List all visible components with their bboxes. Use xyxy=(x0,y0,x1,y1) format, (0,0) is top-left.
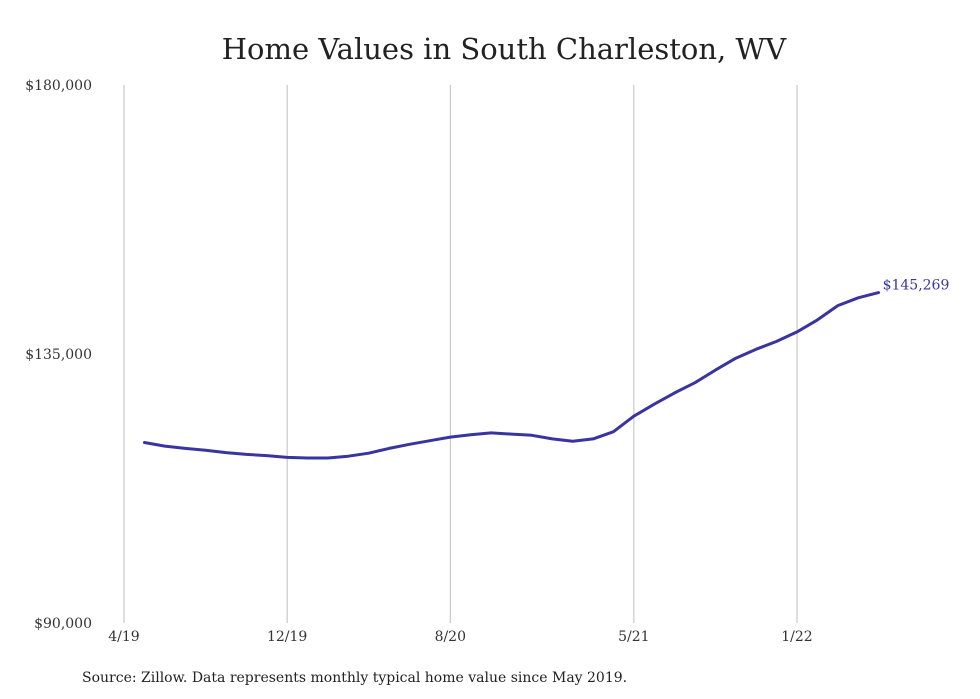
x-tick-label: 12/19 xyxy=(267,629,307,645)
gridlines xyxy=(123,85,798,623)
x-tick-label: 5/21 xyxy=(618,629,649,645)
y-tick-label: $90,000 xyxy=(34,616,92,632)
x-tick-label: 4/19 xyxy=(108,629,139,645)
source-note: Source: Zillow. Data represents monthly … xyxy=(82,670,627,686)
x-axis-ticks: 4/19 12/19 8/20 5/21 1/22 xyxy=(108,629,812,645)
y-tick-label: $135,000 xyxy=(25,347,92,363)
x-tick-label: 1/22 xyxy=(781,629,812,645)
series-line-0 xyxy=(142,291,881,460)
end-value-label: $145,269 xyxy=(883,278,950,294)
y-tick-label: $180,000 xyxy=(25,78,92,94)
chart-title: Home Values in South Charleston, WV xyxy=(222,32,788,66)
series-layer xyxy=(142,291,881,460)
x-tick-label: 8/20 xyxy=(435,629,466,645)
y-axis-ticks: $180,000 $135,000 $90,000 xyxy=(25,78,92,632)
